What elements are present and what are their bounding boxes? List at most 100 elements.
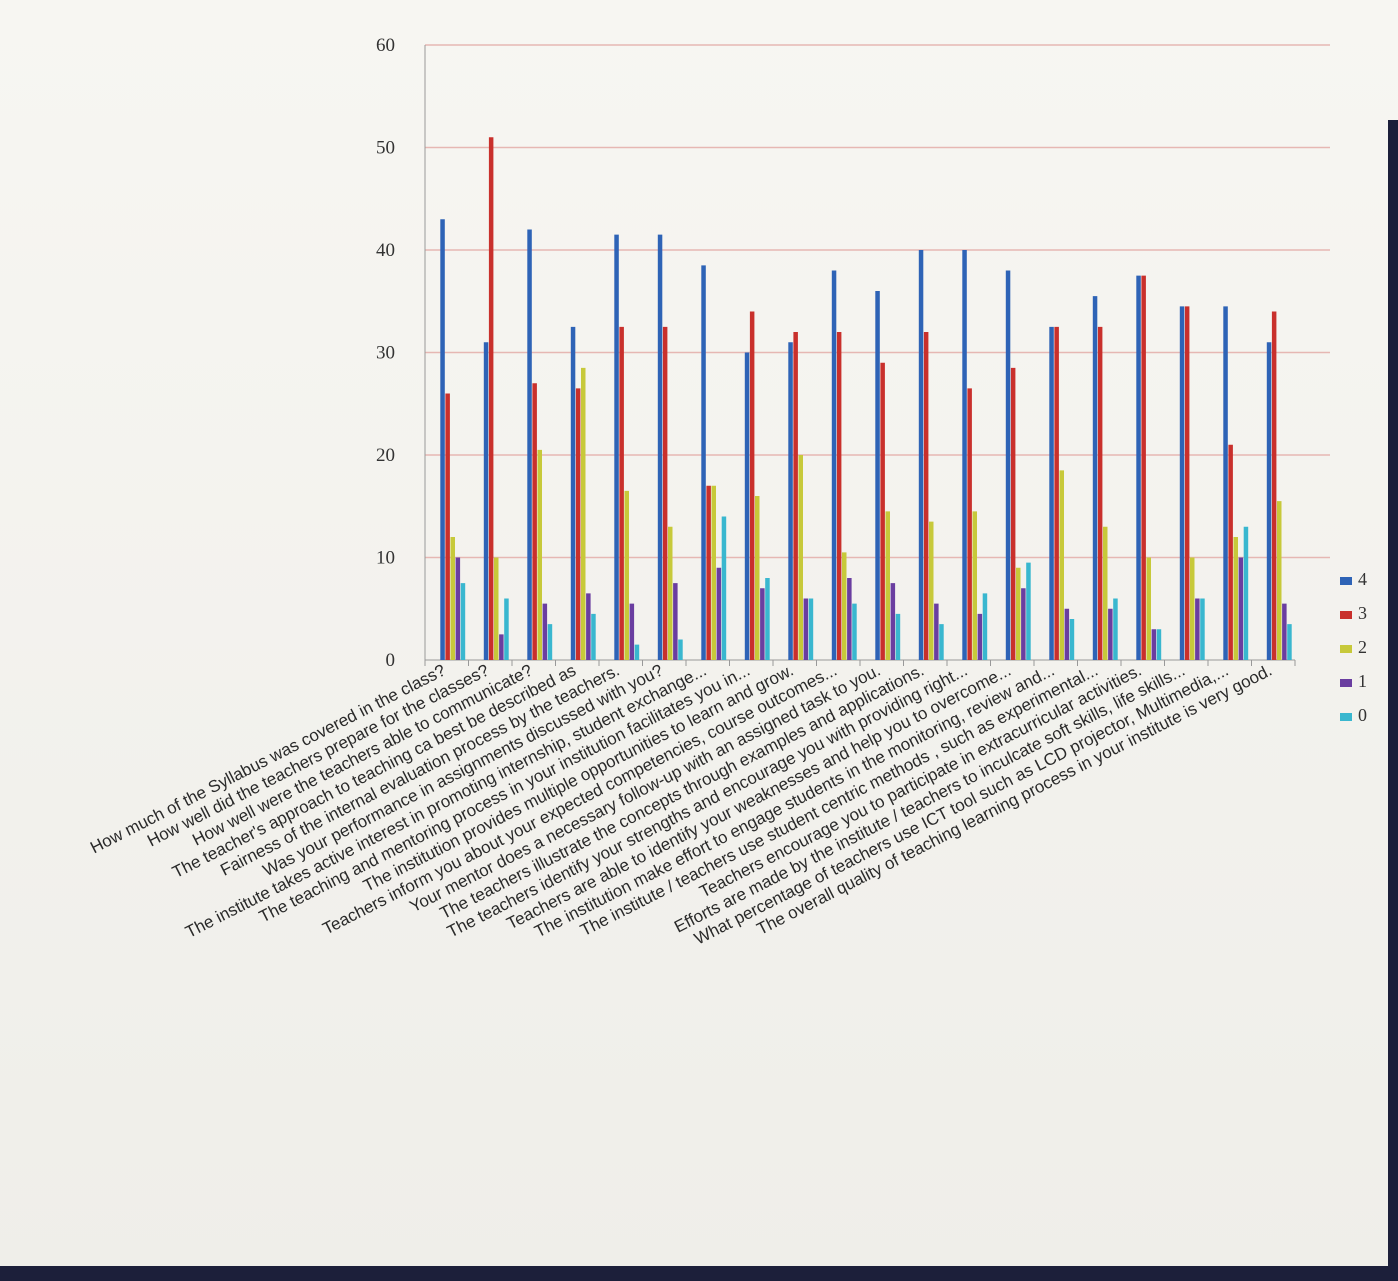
bar-series-2 — [885, 511, 890, 660]
bar-series-1 — [890, 583, 896, 660]
bar-series-2 — [668, 526, 673, 660]
bar-series-0 — [765, 578, 770, 660]
bar-series-3 — [923, 332, 929, 660]
bar-series-0 — [939, 624, 944, 660]
bar-series-3 — [967, 388, 972, 660]
bar-series-2 — [450, 537, 455, 660]
bar-series-4 — [1049, 326, 1054, 660]
bar-series-1 — [1282, 603, 1287, 660]
bar-series-2 — [798, 455, 803, 660]
bar-series-1 — [1238, 557, 1244, 660]
bar-series-1 — [1021, 588, 1026, 660]
bar-series-0 — [1200, 598, 1205, 660]
bar-series-4 — [440, 219, 445, 660]
bar-series-2 — [537, 449, 542, 660]
bar-series-4 — [527, 229, 532, 660]
bar-series-4 — [1223, 306, 1228, 660]
legend-swatch — [1340, 577, 1352, 585]
bar-series-3 — [1271, 311, 1277, 660]
bar-series-2 — [1277, 501, 1282, 660]
bar-series-3 — [1054, 326, 1059, 660]
bar-series-3 — [749, 311, 755, 660]
legend-swatch — [1340, 679, 1352, 687]
bar-series-4 — [918, 250, 924, 660]
bar-series-3 — [575, 388, 581, 660]
bar-series-2 — [1190, 557, 1195, 660]
legend-label: 3 — [1358, 603, 1367, 623]
bar-series-1 — [542, 603, 548, 660]
bar-series-3 — [445, 393, 450, 660]
bar-series-3 — [1097, 326, 1103, 660]
y-tick-label: 60 — [376, 35, 395, 56]
bar-series-4 — [657, 234, 663, 660]
bar-series-2 — [711, 485, 716, 660]
bar-series-2 — [1103, 526, 1108, 660]
bar-series-2 — [494, 557, 499, 660]
bar-series-4 — [701, 265, 706, 660]
bar-series-1 — [803, 598, 809, 660]
bar-series-4 — [1092, 296, 1098, 660]
bar-series-1 — [1108, 608, 1113, 660]
bar-series-2 — [755, 496, 760, 660]
bar-series-3 — [1228, 444, 1233, 660]
bar-series-1 — [760, 588, 765, 660]
bar-series-0 — [895, 613, 901, 660]
bar-series-3 — [836, 332, 842, 660]
bar-series-4 — [483, 342, 489, 660]
bar-series-0 — [1026, 562, 1031, 660]
bar-series-1 — [586, 593, 591, 660]
bar-series-1 — [455, 557, 461, 660]
legend-label: 1 — [1358, 671, 1367, 691]
y-tick-label: 20 — [376, 445, 395, 466]
bar-series-4 — [1136, 275, 1141, 660]
y-tick-label: 50 — [376, 138, 395, 159]
bar-series-2 — [1146, 557, 1151, 660]
bar-series-0 — [460, 583, 466, 660]
bar-series-3 — [1010, 367, 1016, 660]
bar-series-2 — [581, 367, 586, 660]
screen-bottom-edge — [0, 1266, 1398, 1281]
bars — [424, 137, 1296, 666]
legend-swatch — [1340, 645, 1352, 653]
bar-series-3 — [1141, 275, 1146, 660]
bar-series-4 — [1005, 270, 1011, 660]
bar-series-1 — [1195, 598, 1200, 660]
bar-series-0 — [982, 593, 988, 660]
bar-series-1 — [934, 603, 939, 660]
y-tick-label: 0 — [386, 650, 396, 671]
screen-right-edge — [1388, 120, 1398, 1281]
bar-series-4 — [788, 342, 793, 660]
legend-swatch — [1340, 611, 1352, 619]
bar-series-4 — [570, 326, 576, 660]
bar-series-0 — [1156, 629, 1162, 660]
bar-series-3 — [619, 326, 624, 660]
bar-series-2 — [972, 511, 977, 660]
y-tick-label: 10 — [376, 548, 395, 569]
bar-series-2 — [842, 552, 847, 660]
bar-series-0 — [852, 603, 857, 660]
bar-series-0 — [547, 624, 553, 660]
bar-series-2 — [1059, 470, 1064, 660]
legend: 4 3 2 1 0 — [1340, 569, 1367, 725]
bar-series-0 — [1243, 526, 1249, 660]
bar-series-1 — [1064, 608, 1070, 660]
bar-series-1 — [629, 603, 635, 660]
bar-series-0 — [1113, 598, 1118, 660]
bar-series-1 — [499, 634, 504, 660]
bar-series-0 — [634, 644, 640, 660]
bar-series-3 — [532, 383, 537, 660]
legend-label: 4 — [1358, 569, 1367, 589]
bar-series-1 — [847, 578, 852, 660]
legend-swatch — [1340, 713, 1352, 721]
bar-series-2 — [1233, 537, 1238, 660]
bar-series-3 — [793, 332, 798, 660]
bar-series-1 — [1151, 629, 1157, 660]
bar-series-3 — [880, 362, 885, 660]
bar-series-2 — [624, 490, 629, 660]
bar-series-3 — [706, 485, 711, 660]
bar-series-4 — [831, 270, 837, 660]
bar-series-4 — [962, 250, 967, 660]
bar-series-0 — [1069, 619, 1075, 660]
bar-series-4 — [1266, 342, 1272, 660]
